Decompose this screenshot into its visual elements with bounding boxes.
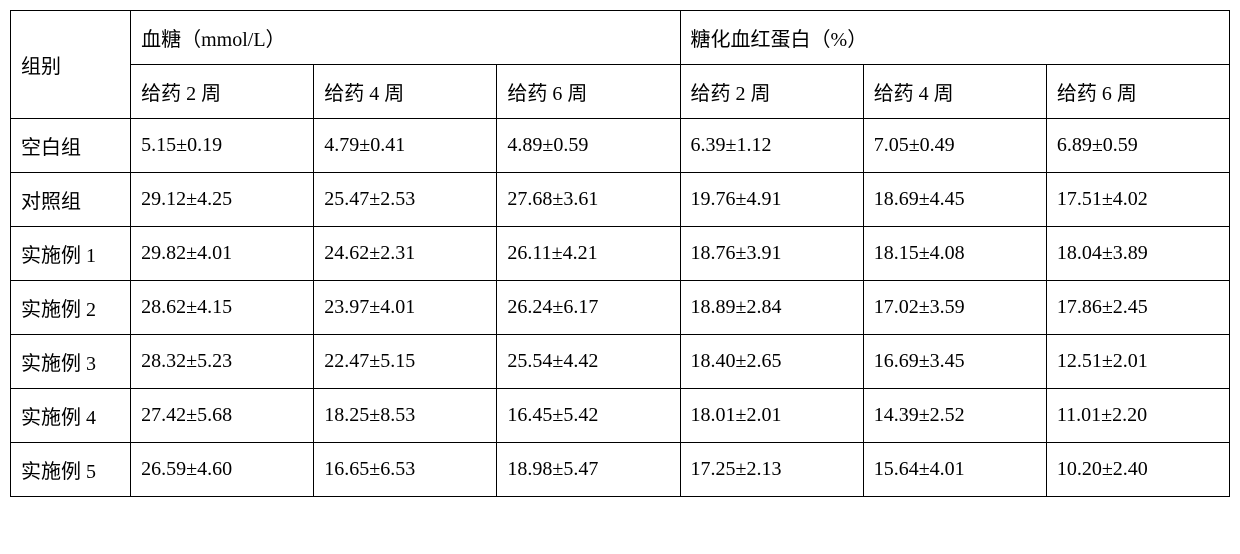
header-group: 组别 [11,11,131,119]
cell: 25.47±2.53 [314,173,497,227]
cell: 28.32±5.23 [131,335,314,389]
cell: 6.39±1.12 [680,119,863,173]
cell: 4.89±0.59 [497,119,680,173]
header-section-1: 血糖（mmol/L） [131,11,680,65]
table-row: 实施例 4 27.42±5.68 18.25±8.53 16.45±5.42 1… [11,389,1230,443]
cell: 17.02±3.59 [863,281,1046,335]
header-section-2: 糖化血红蛋白（%） [680,11,1229,65]
cell: 28.62±4.15 [131,281,314,335]
row-label: 实施例 2 [11,281,131,335]
cell: 29.82±4.01 [131,227,314,281]
cell: 18.15±4.08 [863,227,1046,281]
cell: 26.59±4.60 [131,443,314,497]
row-label: 实施例 4 [11,389,131,443]
cell: 7.05±0.49 [863,119,1046,173]
cell: 17.51±4.02 [1046,173,1229,227]
subheader-6: 给药 6 周 [1046,65,1229,119]
cell: 14.39±2.52 [863,389,1046,443]
cell: 25.54±4.42 [497,335,680,389]
row-label: 对照组 [11,173,131,227]
cell: 10.20±2.40 [1046,443,1229,497]
cell: 18.25±8.53 [314,389,497,443]
cell: 16.69±3.45 [863,335,1046,389]
row-label: 实施例 3 [11,335,131,389]
cell: 18.01±2.01 [680,389,863,443]
subheader-3: 给药 6 周 [497,65,680,119]
cell: 26.24±6.17 [497,281,680,335]
table-row: 空白组 5.15±0.19 4.79±0.41 4.89±0.59 6.39±1… [11,119,1230,173]
cell: 5.15±0.19 [131,119,314,173]
cell: 17.25±2.13 [680,443,863,497]
table-header-row-2: 给药 2 周 给药 4 周 给药 6 周 给药 2 周 给药 4 周 给药 6 … [11,65,1230,119]
cell: 11.01±2.20 [1046,389,1229,443]
cell: 6.89±0.59 [1046,119,1229,173]
cell: 23.97±4.01 [314,281,497,335]
cell: 26.11±4.21 [497,227,680,281]
table-row: 实施例 3 28.32±5.23 22.47±5.15 25.54±4.42 1… [11,335,1230,389]
row-label: 实施例 1 [11,227,131,281]
cell: 4.79±0.41 [314,119,497,173]
cell: 27.42±5.68 [131,389,314,443]
subheader-1: 给药 2 周 [131,65,314,119]
table-row: 实施例 5 26.59±4.60 16.65±6.53 18.98±5.47 1… [11,443,1230,497]
subheader-4: 给药 2 周 [680,65,863,119]
table-row: 对照组 29.12±4.25 25.47±2.53 27.68±3.61 19.… [11,173,1230,227]
cell: 18.98±5.47 [497,443,680,497]
cell: 22.47±5.15 [314,335,497,389]
cell: 18.76±3.91 [680,227,863,281]
row-label: 实施例 5 [11,443,131,497]
subheader-2: 给药 4 周 [314,65,497,119]
table-header-row-1: 组别 血糖（mmol/L） 糖化血红蛋白（%） [11,11,1230,65]
table-row: 实施例 1 29.82±4.01 24.62±2.31 26.11±4.21 1… [11,227,1230,281]
row-label: 空白组 [11,119,131,173]
cell: 18.69±4.45 [863,173,1046,227]
cell: 18.04±3.89 [1046,227,1229,281]
cell: 27.68±3.61 [497,173,680,227]
cell: 12.51±2.01 [1046,335,1229,389]
cell: 19.76±4.91 [680,173,863,227]
cell: 16.45±5.42 [497,389,680,443]
cell: 15.64±4.01 [863,443,1046,497]
table-row: 实施例 2 28.62±4.15 23.97±4.01 26.24±6.17 1… [11,281,1230,335]
subheader-5: 给药 4 周 [863,65,1046,119]
cell: 17.86±2.45 [1046,281,1229,335]
cell: 18.40±2.65 [680,335,863,389]
cell: 24.62±2.31 [314,227,497,281]
data-table: 组别 血糖（mmol/L） 糖化血红蛋白（%） 给药 2 周 给药 4 周 给药… [10,10,1230,497]
cell: 29.12±4.25 [131,173,314,227]
cell: 16.65±6.53 [314,443,497,497]
cell: 18.89±2.84 [680,281,863,335]
